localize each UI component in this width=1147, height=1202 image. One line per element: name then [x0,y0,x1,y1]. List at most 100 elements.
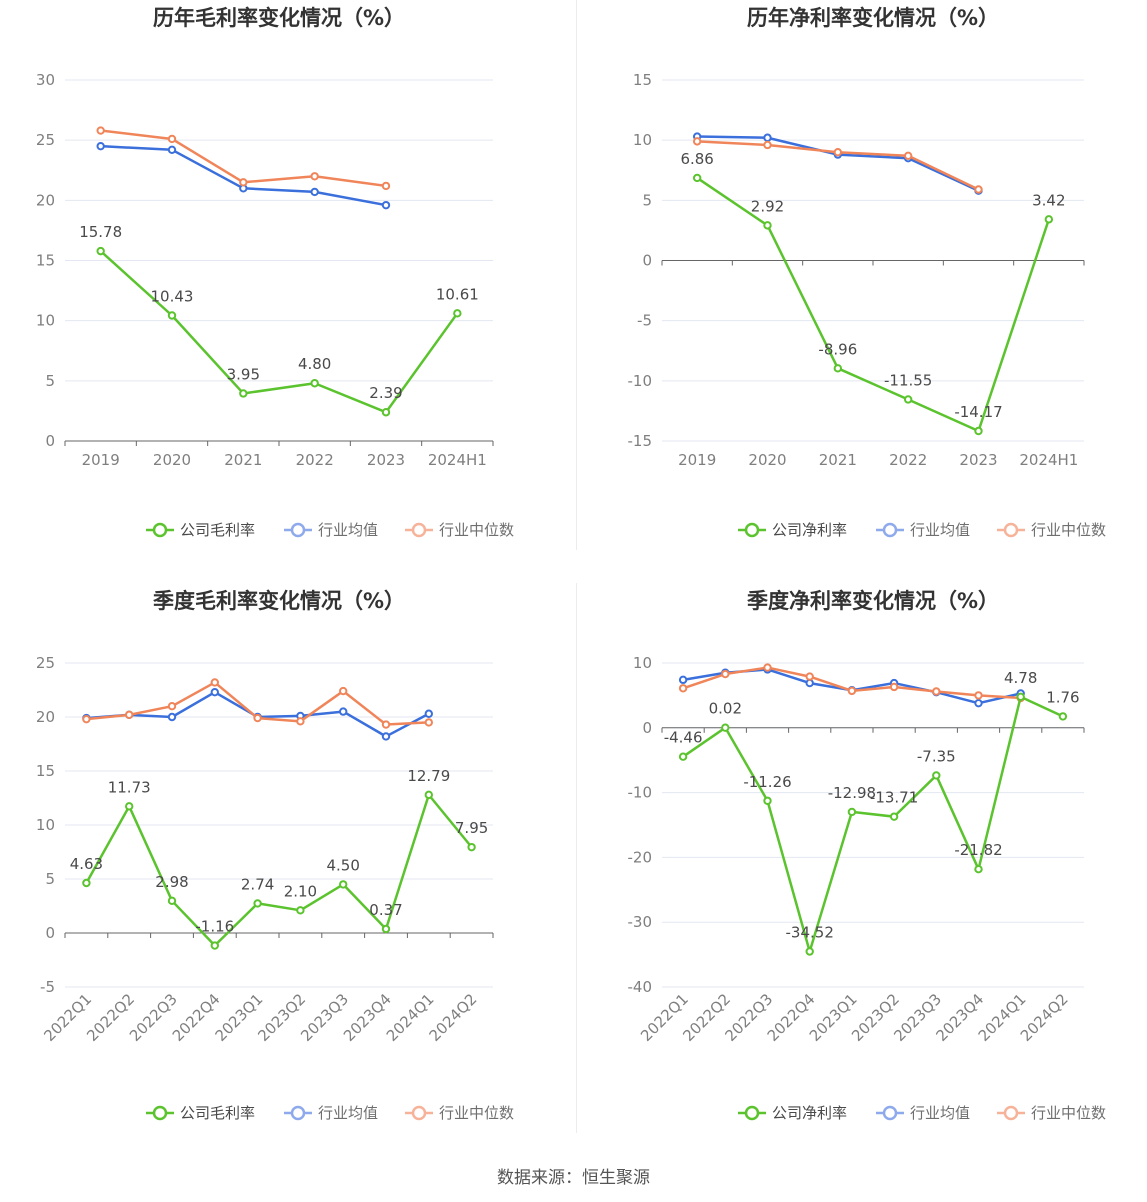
legend-marker-icon [1003,522,1019,538]
data-label: 7.95 [455,819,488,837]
y-tick-label: 10 [633,654,652,672]
x-tick-label: 2020 [748,451,786,469]
data-label: 1.76 [1046,688,1079,706]
company-line [696,176,1051,433]
company-point [381,408,391,417]
industry-median-line [100,129,387,188]
data-label: 0.37 [369,901,402,919]
data-label: 4.80 [298,355,331,373]
company-point [467,842,476,852]
industry-average-point [381,200,391,210]
y-tick-label: -20 [628,848,653,866]
company-point [82,878,91,888]
y-tick-label: -30 [628,913,653,931]
data-label: 11.73 [108,778,151,796]
industry-median-point [167,134,177,144]
data-label: -11.55 [884,371,932,389]
industry-average-point [805,678,814,688]
chart-title: 季度净利率变化情况（%） [747,589,999,613]
legend-marker-icon [290,522,306,538]
x-tick-label: 2023 [367,451,405,469]
industry-average-point [678,675,688,685]
data-label: -21.82 [954,841,1002,859]
company-point [339,880,348,889]
x-tick-label: 2021 [819,451,857,469]
annual-net-margin-chart: 历年净利率变化情况（%） -15 -10 -5 0 5 10 15 2019 2020 2021 20… [574,0,1147,580]
company-point [1044,215,1054,224]
legend-marker-icon [411,522,427,538]
industry-median-point [253,713,262,723]
industry-median-point [763,663,772,672]
data-label: 4.78 [1004,669,1037,687]
industry-median-point [847,686,857,696]
x-tick-label: 2024H1 [1019,451,1078,469]
company-point [125,802,134,811]
legend-industry-median: 行业中位数 [997,1104,1106,1122]
company-point [889,812,899,821]
y-tick-label: 0 [642,719,652,737]
legend-label: 行业中位数 [439,521,514,539]
company-point [847,807,857,817]
data-label: -13.71 [870,789,918,807]
x-tick-label: 2022 [889,451,927,469]
industry-median-point [296,717,305,726]
industry-average-point [381,732,391,741]
industry-median-point [692,137,702,146]
y-tick-label: 25 [36,131,55,149]
y-tick-label: -40 [628,978,653,996]
chart-title: 历年毛利率变化情况（%） [153,6,405,30]
x-tick-label: 2022 [296,451,334,469]
legend-marker-icon [882,522,898,538]
company-point [167,311,177,320]
legend-industry-average: 行业均值 [284,521,378,539]
legend-industry-average: 行业均值 [876,521,970,539]
data-label: 4.63 [70,855,103,873]
company-point [167,896,177,906]
industry-average-point [974,698,983,708]
legend-label: 行业中位数 [439,1104,514,1122]
industry-median-point [721,669,730,679]
quarterly-net-margin-svg: 季度净利率变化情况（%）-40-30-20-100102022Q12022Q22… [628,589,1107,1122]
panel-divider [576,583,577,1133]
industry-median-point [974,691,983,700]
data-label: -8.96 [818,340,857,358]
quarterly-gross-margin-chart: 季度毛利率变化情况（%） -5 0 5 10 15 20 25 2022Q1 2022Q2 2022… [0,583,573,1163]
company-point [381,924,391,934]
company-point [253,899,262,908]
x-tick-label: 2024Q2 [426,990,481,1045]
legend-marker-icon [1003,1105,1019,1121]
quarterly-net-margin-chart: 季度净利率变化情况（%） -40 -30 -20 -10 0 10 2022Q1 2022Q2 2… [574,583,1147,1163]
industry-average-point [763,133,772,142]
company-point [932,771,941,780]
company-point [833,364,843,373]
y-tick-label: -15 [628,432,653,450]
y-tick-label: -5 [40,978,55,996]
company-point [96,246,105,256]
industry-median-point [805,672,814,681]
y-tick-label: -10 [628,372,653,390]
company-point [424,790,433,800]
y-tick-label: 5 [642,191,652,209]
legend-industry-average: 行业均值 [876,1104,970,1122]
industry-median-point [932,687,941,696]
legend-marker-icon [411,1105,427,1121]
company-point [310,379,319,388]
data-label: 2.92 [751,197,784,215]
x-tick-label: 2024Q2 [1017,990,1072,1045]
y-tick-label: 0 [45,924,55,942]
x-tick-label: 2024H1 [428,451,487,469]
company-point [296,906,305,915]
legend-marker-icon [290,1105,306,1121]
industry-median-point [381,181,391,191]
company-point [210,941,220,950]
data-label: 2.98 [155,873,188,891]
industry-median-point [763,140,772,150]
chart-title: 季度毛利率变化情况（%） [153,589,405,613]
industry-median-point [889,682,899,692]
y-tick-label: 0 [642,252,652,270]
company-point [453,309,462,318]
legend-label: 公司毛利率 [180,521,255,539]
data-label: 2.10 [284,882,317,900]
legend-company: 公司净利率 [738,1104,847,1122]
legend-marker-icon [152,1105,168,1121]
